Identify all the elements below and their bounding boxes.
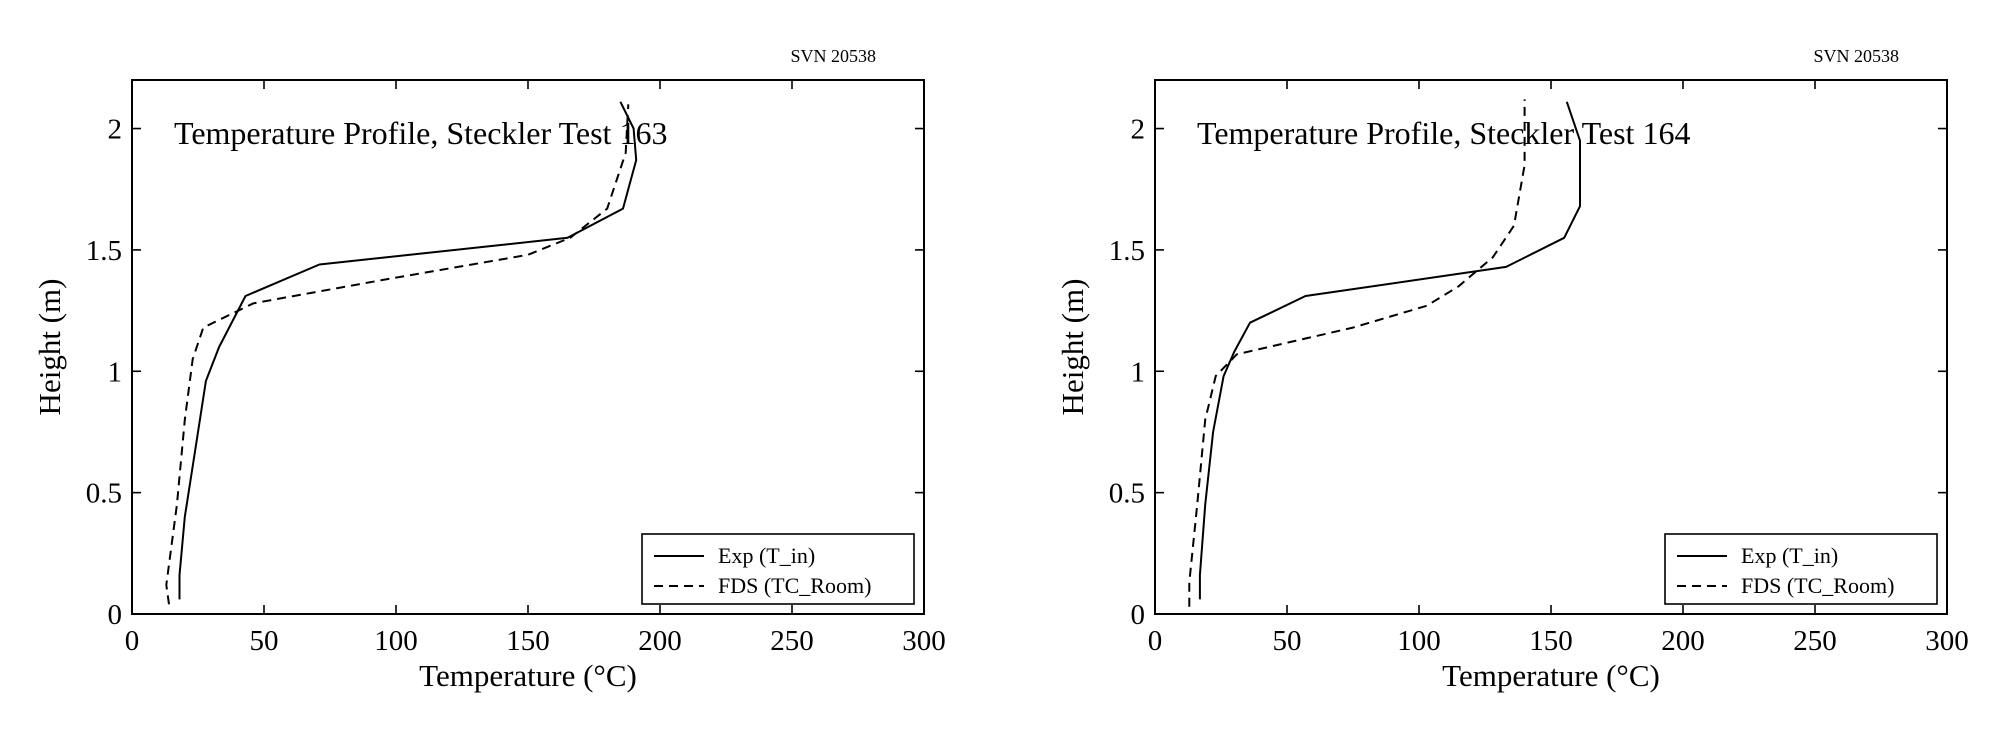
x-tick-label: 0: [125, 625, 140, 657]
x-tick-label: 50: [250, 625, 279, 657]
x-tick-label: 100: [374, 625, 418, 657]
x-axis-label: Temperature (°C): [419, 658, 637, 693]
y-axis-label: Height (m): [1055, 279, 1090, 416]
legend-box: [641, 533, 915, 605]
x-tick-label: 150: [1529, 625, 1573, 657]
chart-panel-1: 0 50 100 150 200 250 300 0 0.5 1 1.5 2 Temperature (…: [32, 46, 946, 693]
x-tick-label: 150: [506, 625, 550, 657]
x-tick-label: 100: [1397, 625, 1441, 657]
y-tick-label: 0.5: [86, 478, 122, 510]
series-line-exp: [178, 101, 638, 600]
y-tick-label: 1.5: [1109, 235, 1145, 267]
x-tick-label: 200: [1661, 625, 1705, 657]
x-tick-label: 250: [1793, 625, 1837, 657]
y-tick-label: 2: [1131, 114, 1146, 146]
y-tick-label: 0: [108, 599, 123, 631]
x-tick-label: 50: [1273, 625, 1302, 657]
legend: Exp (T_in) FDS (TC_Room): [1664, 533, 1938, 605]
y-tick-label: 2: [108, 114, 123, 146]
x-tick-label: 200: [638, 625, 682, 657]
legend-entry: FDS (TC_Room): [718, 573, 871, 598]
legend-entry: Exp (T_in): [1741, 543, 1838, 568]
x-tick-label: 300: [902, 625, 946, 657]
y-tick-label: 1: [108, 356, 123, 388]
x-tick-label: 300: [1925, 625, 1969, 657]
chart-panel-2: 0 50 100 150 200 250 300 0 0.5 1 1.5 2 Temperature (…: [1055, 46, 1969, 693]
revision-label: SVN 20538: [1813, 46, 1899, 66]
series-line-fds: [165, 104, 630, 605]
legend-box: [1664, 533, 1938, 605]
chart-title: Temperature Profile, Steckler Test 164: [1197, 115, 1690, 151]
series-line-fds: [1188, 99, 1526, 607]
legend-entry: Exp (T_in): [718, 543, 815, 568]
legend-entry: FDS (TC_Room): [1741, 573, 1894, 598]
y-tick-label: 1: [1131, 356, 1146, 388]
y-axis-label: Height (m): [32, 279, 67, 416]
chart-title: Temperature Profile, Steckler Test 163: [174, 115, 667, 151]
x-tick-label: 0: [1148, 625, 1163, 657]
revision-label: SVN 20538: [790, 46, 876, 66]
y-tick-label: 0: [1131, 599, 1146, 631]
legend: Exp (T_in) FDS (TC_Room): [641, 533, 915, 605]
x-axis-label: Temperature (°C): [1442, 658, 1660, 693]
y-tick-label: 0.5: [1109, 478, 1145, 510]
y-tick-label: 1.5: [86, 235, 122, 267]
series-line-exp: [1198, 101, 1581, 600]
x-tick-label: 250: [770, 625, 814, 657]
